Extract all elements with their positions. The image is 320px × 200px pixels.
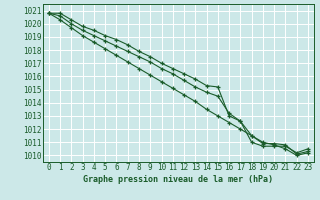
X-axis label: Graphe pression niveau de la mer (hPa): Graphe pression niveau de la mer (hPa) <box>84 175 273 184</box>
